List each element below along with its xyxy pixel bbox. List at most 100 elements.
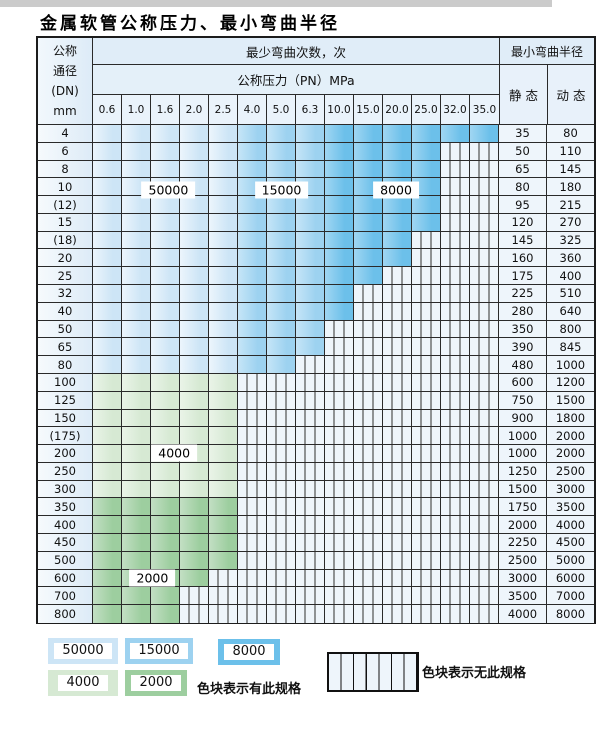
no-spec-cell <box>238 516 267 533</box>
table-row-dn-450: 450 2250 4500 <box>38 533 594 552</box>
no-spec-cell <box>238 480 267 498</box>
spec-cell-b50000 <box>180 142 209 160</box>
no-spec-cell <box>412 480 441 498</box>
spec-cell-b15000 <box>296 125 325 142</box>
no-spec-cell <box>325 498 354 516</box>
no-spec-cell <box>470 445 499 462</box>
header-pressure: 公称压力（PN）MPa <box>93 65 499 95</box>
spec-cell-b8000 <box>383 160 412 178</box>
pn-header-2.5: 2.5 <box>209 95 238 124</box>
no-spec-cell <box>470 231 499 249</box>
no-spec-cell <box>296 533 325 551</box>
spec-cell-g2000 <box>93 533 122 551</box>
no-spec-cell <box>354 587 383 605</box>
spec-cell-b15000 <box>296 142 325 160</box>
no-spec-cell <box>325 391 354 409</box>
spec-cell-b50000 <box>209 356 238 373</box>
spec-cell-g2000 <box>122 498 151 516</box>
table-row-dn-20: 20 160 360 <box>38 249 594 268</box>
dn-cell: 200 <box>38 445 93 462</box>
spec-cell-b8000 <box>412 213 441 231</box>
static-radius-cell: 80 <box>499 178 547 196</box>
spec-cell-b50000 <box>122 249 151 267</box>
spec-cell-b50000 <box>180 160 209 178</box>
table-body: 4 35 80 6 50 110 8 65 145 10 80 180 (12) 95 215 15 120 27… <box>38 124 594 623</box>
spec-cell-b50000 <box>209 196 238 213</box>
no-spec-cell <box>441 320 470 338</box>
no-spec-cell <box>470 356 499 373</box>
spec-cell-g4000 <box>180 480 209 498</box>
spec-cell-g4000 <box>122 391 151 409</box>
no-spec-cell <box>296 427 325 445</box>
spec-cell-b50000 <box>122 160 151 178</box>
legend-swatch-label: 15000 <box>130 643 188 659</box>
no-spec-cell <box>296 445 325 462</box>
dynamic-radius-cell: 8000 <box>547 605 594 623</box>
table-row-dn-(12): (12) 95 215 <box>38 196 594 214</box>
no-spec-cell <box>267 498 296 516</box>
no-spec-cell <box>354 356 383 373</box>
no-spec-cell <box>383 498 412 516</box>
no-spec-cell <box>383 587 412 605</box>
spec-cell-g4000 <box>209 445 238 462</box>
spec-cell-b50000 <box>93 213 122 231</box>
spec-cell-g2000 <box>209 498 238 516</box>
spec-cell-g2000 <box>151 516 180 533</box>
spec-cell-b15000 <box>267 231 296 249</box>
spec-cell-g4000 <box>151 391 180 409</box>
legend-has-spec-label: 色块表示有此规格 <box>197 682 302 697</box>
table-row-dn-(175): (175) 1000 2000 <box>38 427 594 446</box>
no-spec-cell <box>325 445 354 462</box>
dn-cell: (175) <box>38 427 93 445</box>
spec-cell-g4000 <box>180 462 209 480</box>
no-spec-cell <box>441 267 470 285</box>
spec-cell-b8000 <box>325 213 354 231</box>
static-radius-cell: 390 <box>499 338 547 356</box>
legend-swatch-label: 8000 <box>224 644 274 660</box>
table-row-dn-10: 10 80 180 <box>38 178 594 197</box>
table-row-dn-800: 800 4000 8000 <box>38 605 594 623</box>
dn-cell: 100 <box>38 373 93 391</box>
spec-cell-g4000 <box>122 462 151 480</box>
spec-cell-b8000 <box>354 160 383 178</box>
dn-cell: 25 <box>38 267 93 285</box>
table-row-dn-700: 700 3500 7000 <box>38 587 594 606</box>
spec-cell-b8000 <box>383 231 412 249</box>
no-spec-cell <box>267 605 296 623</box>
dynamic-radius-cell: 80 <box>547 125 594 142</box>
table-row-dn-65: 65 390 845 <box>38 338 594 357</box>
spec-cell-b50000 <box>151 142 180 160</box>
spec-cell-b50000 <box>93 196 122 213</box>
legend-swatch-8000: 8000 <box>218 639 280 665</box>
dn-cell: 80 <box>38 356 93 373</box>
spec-cell-b15000 <box>296 231 325 249</box>
pn-header-1.6: 1.6 <box>151 95 180 124</box>
no-spec-cell <box>383 569 412 587</box>
dynamic-radius-cell: 325 <box>547 231 594 249</box>
dn-cell: 40 <box>38 302 93 320</box>
static-radius-cell: 120 <box>499 213 547 231</box>
no-spec-cell <box>267 427 296 445</box>
dn-cell: 150 <box>38 409 93 427</box>
dn-cell: 10 <box>38 178 93 196</box>
legend-swatch-label: 4000 <box>58 675 108 691</box>
spec-cell-b50000 <box>209 178 238 196</box>
table-row-dn-500: 500 2500 5000 <box>38 551 594 570</box>
spec-cell-b50000 <box>180 249 209 267</box>
dn-cell: 700 <box>38 587 93 605</box>
spec-cell-b50000 <box>122 285 151 302</box>
pn-header-15.0: 15.0 <box>354 95 383 124</box>
no-spec-cell <box>354 569 383 587</box>
no-spec-cell <box>441 587 470 605</box>
spec-cell-b50000 <box>180 302 209 320</box>
no-spec-cell <box>267 480 296 498</box>
spec-cell-b8000 <box>383 125 412 142</box>
no-spec-cell <box>354 302 383 320</box>
dynamic-radius-cell: 7000 <box>547 587 594 605</box>
spec-cell-b15000 <box>296 285 325 302</box>
spec-cell-b15000 <box>267 320 296 338</box>
spec-cell-b50000 <box>209 302 238 320</box>
spec-cell-g2000 <box>209 551 238 569</box>
spec-cell-b50000 <box>180 267 209 285</box>
no-spec-cell <box>238 373 267 391</box>
